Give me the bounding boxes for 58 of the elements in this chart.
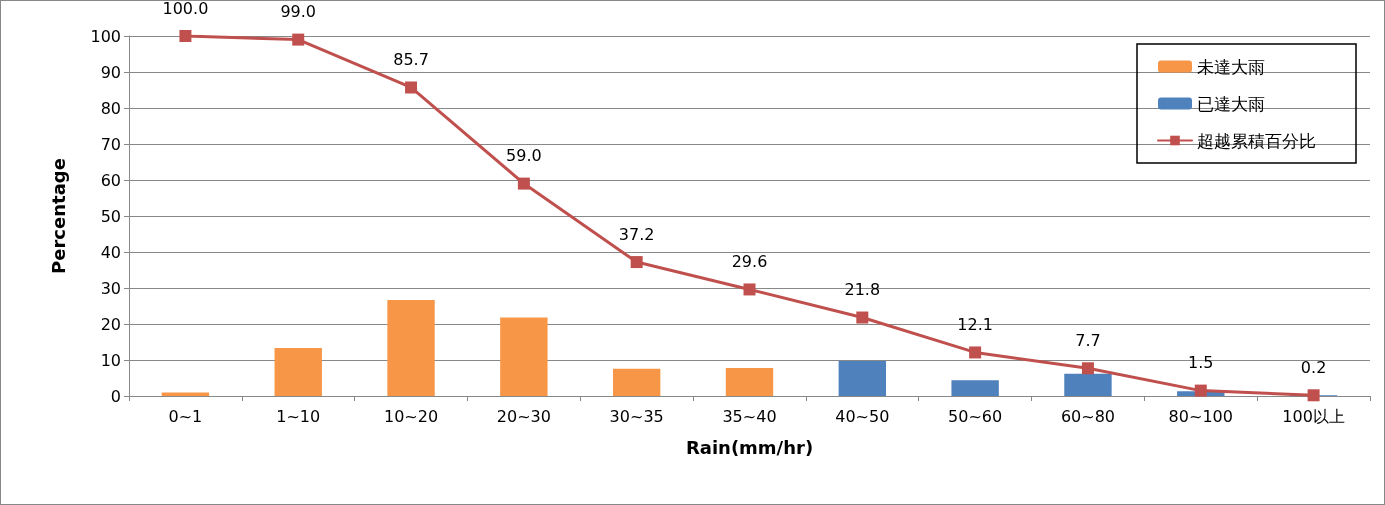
y-tick-label: 70	[100, 134, 121, 154]
bar	[951, 380, 999, 396]
point	[969, 346, 982, 359]
data-label: 7.7	[1075, 330, 1101, 350]
data-label: 99.0	[280, 2, 317, 22]
legend-label: 超越累積百分比	[1197, 130, 1316, 151]
y-tick-label: 0	[110, 386, 121, 406]
bar	[725, 367, 774, 396]
y-axis-title: Percentage	[47, 158, 69, 274]
bar	[612, 368, 661, 396]
y-tick-label: 80	[100, 98, 121, 118]
point	[405, 81, 418, 94]
y-tick-label: 30	[100, 278, 121, 298]
bar	[161, 392, 210, 396]
data-label: 21.8	[844, 280, 881, 300]
x-axis-title: Rain(mm/hr)	[685, 436, 814, 458]
y-tick-label: 10	[100, 350, 121, 370]
legend-label: 未達大雨	[1197, 56, 1265, 77]
legend-label: 已達大雨	[1197, 93, 1265, 114]
point	[292, 33, 305, 46]
x-tick-label: 30~35	[609, 406, 664, 426]
x-tick-label: 80~100	[1168, 406, 1233, 426]
data-label: 29.6	[731, 251, 768, 271]
y-tick-label: 50	[100, 206, 121, 226]
y-tick-label: 60	[100, 170, 121, 190]
x-tick-label: 10~20	[383, 406, 439, 426]
x-tick-label: 0~1	[168, 406, 203, 426]
data-label: 100.0	[162, 0, 209, 18]
point	[517, 177, 530, 190]
data-label: 37.2	[618, 224, 655, 244]
data-label: 85.7	[393, 49, 429, 69]
data-label: 12.1	[957, 314, 993, 334]
y-tick-label: 40	[100, 242, 121, 262]
bar	[387, 299, 435, 396]
y-tick-label: 100	[90, 26, 121, 46]
data-label: 1.5	[1188, 353, 1214, 373]
y-tick-label: 90	[100, 62, 121, 82]
x-tick-label: 40~50	[835, 406, 890, 426]
y-tick-label: 20	[100, 314, 121, 334]
data-label: 0.2	[1300, 357, 1327, 377]
data-label: 59.0	[506, 146, 542, 166]
x-tick-label: 50~60	[948, 406, 1003, 426]
bar	[838, 361, 887, 396]
point	[179, 30, 192, 42]
x-tick-label: 1~10	[276, 406, 321, 426]
x-tick-label: 100以上	[1282, 406, 1345, 426]
bar	[500, 317, 548, 396]
bar	[274, 348, 322, 396]
point	[856, 311, 869, 324]
x-tick-label: 35~40	[722, 406, 777, 426]
x-tick-label: 20~30	[496, 406, 551, 426]
point	[1194, 384, 1207, 397]
bar	[1064, 373, 1112, 396]
point	[1081, 362, 1094, 375]
x-tick-label: 60~80	[1060, 406, 1116, 426]
point	[630, 256, 643, 269]
point	[1307, 389, 1320, 402]
point	[743, 283, 756, 296]
